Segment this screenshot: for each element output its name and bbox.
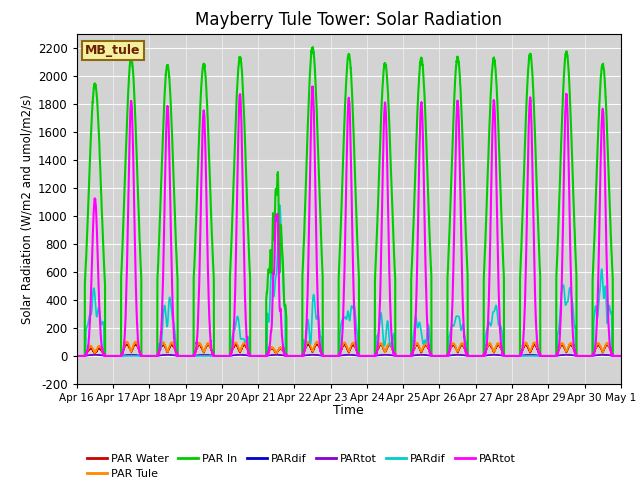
Line: PARtot: PARtot bbox=[77, 87, 621, 356]
PARtot bbox=[617, 353, 625, 359]
PARdif bbox=[617, 353, 625, 359]
PAR In bbox=[471, 353, 479, 359]
Legend: PAR Water, PAR Tule, PAR In, PARdif, PARtot, PARdif, PARtot: PAR Water, PAR Tule, PAR In, PARdif, PAR… bbox=[83, 449, 520, 480]
PAR In bbox=[441, 353, 449, 359]
PAR Water bbox=[471, 353, 479, 359]
PARdif bbox=[171, 353, 179, 359]
PAR Tule bbox=[502, 353, 509, 359]
PARtot bbox=[471, 353, 479, 359]
PAR Water bbox=[73, 353, 81, 359]
PARtot bbox=[329, 353, 337, 359]
PAR In bbox=[502, 353, 509, 359]
PAR In bbox=[617, 353, 625, 359]
PARdif bbox=[502, 353, 509, 359]
PAR Tule bbox=[617, 353, 625, 359]
PARdif bbox=[73, 353, 81, 359]
Line: PARtot: PARtot bbox=[77, 355, 621, 356]
PARtot bbox=[502, 353, 509, 359]
PARdif bbox=[91, 352, 99, 358]
PAR In bbox=[309, 44, 317, 50]
PARdif bbox=[276, 202, 284, 208]
PARtot bbox=[73, 353, 81, 359]
PARtot bbox=[73, 353, 81, 359]
Line: PAR In: PAR In bbox=[77, 47, 621, 356]
PAR Water bbox=[132, 341, 140, 347]
PAR Water bbox=[616, 353, 624, 359]
PARtot bbox=[309, 84, 317, 90]
PARdif bbox=[471, 353, 479, 359]
PARdif bbox=[502, 353, 509, 359]
PARtot bbox=[616, 353, 624, 359]
PARdif bbox=[441, 353, 449, 359]
PAR Tule bbox=[471, 353, 479, 359]
PAR Water bbox=[329, 353, 337, 359]
Title: Mayberry Tule Tower: Solar Radiation: Mayberry Tule Tower: Solar Radiation bbox=[195, 11, 502, 29]
PARdif bbox=[441, 353, 449, 359]
PAR Tule bbox=[441, 353, 449, 359]
X-axis label: Time: Time bbox=[333, 405, 364, 418]
PARtot bbox=[617, 353, 625, 359]
PARdif bbox=[617, 353, 625, 359]
PARtot bbox=[502, 353, 509, 359]
PAR Water bbox=[171, 347, 179, 352]
PARtot bbox=[471, 353, 479, 359]
PAR Water bbox=[441, 353, 449, 359]
PARtot bbox=[616, 353, 624, 359]
PAR Water bbox=[502, 353, 509, 359]
PARtot bbox=[441, 353, 449, 359]
PAR Water bbox=[617, 353, 625, 359]
PARdif bbox=[171, 326, 179, 332]
PARtot bbox=[329, 353, 337, 359]
PAR Tule bbox=[171, 345, 179, 350]
Y-axis label: Solar Radiation (W/m2 and umol/m2/s): Solar Radiation (W/m2 and umol/m2/s) bbox=[21, 94, 34, 324]
PARdif bbox=[329, 353, 337, 359]
PARtot bbox=[171, 340, 179, 346]
Line: PAR Tule: PAR Tule bbox=[77, 341, 621, 356]
PARdif bbox=[329, 353, 337, 359]
Line: PARdif: PARdif bbox=[77, 205, 621, 356]
PAR In bbox=[616, 353, 624, 359]
Text: MB_tule: MB_tule bbox=[85, 44, 140, 57]
PARtot bbox=[171, 352, 179, 358]
PARdif bbox=[73, 353, 81, 359]
PARdif bbox=[616, 353, 624, 359]
PAR In bbox=[73, 353, 81, 359]
PAR Tule bbox=[616, 353, 624, 359]
Line: PAR Water: PAR Water bbox=[77, 344, 621, 356]
Line: PARdif: PARdif bbox=[77, 355, 621, 356]
PAR Tule bbox=[329, 353, 337, 359]
PARdif bbox=[471, 353, 479, 359]
PAR In bbox=[171, 203, 179, 209]
PARtot bbox=[91, 352, 99, 358]
PAR In bbox=[329, 353, 337, 359]
PAR Tule bbox=[305, 338, 312, 344]
PARtot bbox=[441, 353, 449, 359]
PARdif bbox=[616, 353, 624, 359]
PAR Tule bbox=[73, 353, 81, 359]
